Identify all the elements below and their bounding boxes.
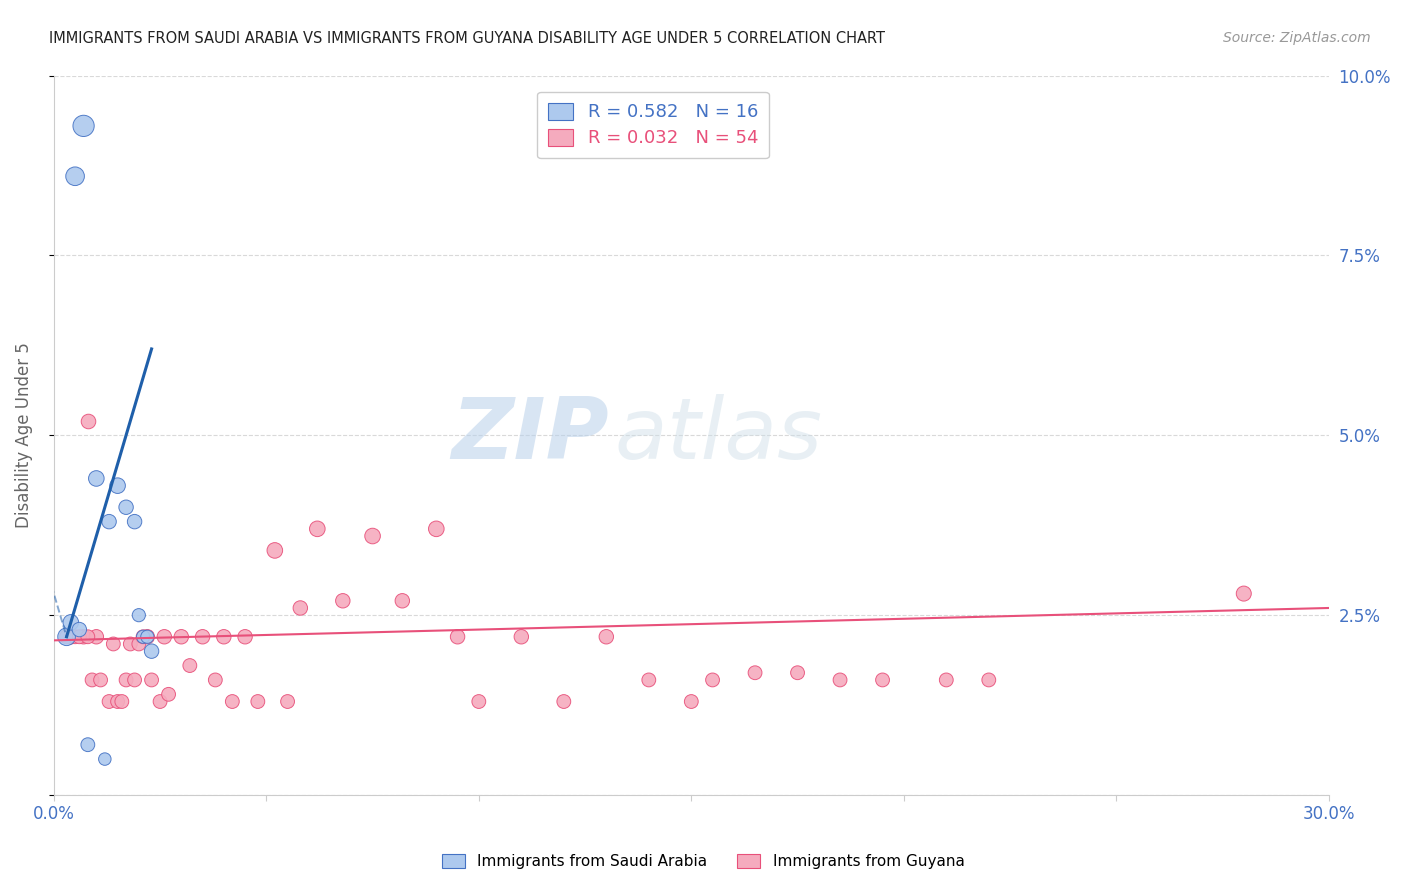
Text: Source: ZipAtlas.com: Source: ZipAtlas.com	[1223, 31, 1371, 45]
Point	[681, 694, 703, 708]
Point	[307, 522, 329, 536]
Point	[332, 594, 354, 608]
Point	[63, 169, 86, 184]
Text: IMMIGRANTS FROM SAUDI ARABIA VS IMMIGRANTS FROM GUYANA DISABILITY AGE UNDER 5 CO: IMMIGRANTS FROM SAUDI ARABIA VS IMMIGRAN…	[49, 31, 886, 46]
Point	[179, 658, 201, 673]
Point	[233, 630, 256, 644]
Point	[170, 630, 193, 644]
Point	[98, 694, 121, 708]
Legend: Immigrants from Saudi Arabia, Immigrants from Guyana: Immigrants from Saudi Arabia, Immigrants…	[436, 848, 970, 875]
Point	[786, 665, 808, 680]
Point	[828, 673, 851, 687]
Point	[872, 673, 894, 687]
Point	[86, 471, 108, 485]
Point	[977, 673, 1000, 687]
Point	[510, 630, 533, 644]
Point	[67, 630, 90, 644]
Point	[124, 673, 146, 687]
Point	[153, 630, 176, 644]
Y-axis label: Disability Age Under 5: Disability Age Under 5	[15, 343, 32, 528]
Point	[59, 630, 82, 644]
Point	[157, 687, 180, 701]
Point	[136, 630, 159, 644]
Point	[149, 694, 172, 708]
Point	[76, 738, 98, 752]
Point	[120, 637, 142, 651]
Point	[1233, 586, 1256, 600]
Point	[637, 673, 659, 687]
Point	[391, 594, 413, 608]
Point	[204, 673, 226, 687]
Point	[425, 522, 447, 536]
Point	[55, 630, 77, 644]
Point	[72, 630, 94, 644]
Point	[115, 500, 138, 515]
Point	[263, 543, 285, 558]
Point	[277, 694, 299, 708]
Point	[59, 615, 82, 630]
Point	[107, 478, 129, 492]
Point	[72, 119, 94, 133]
Point	[191, 630, 214, 644]
Point	[128, 637, 150, 651]
Point	[103, 637, 125, 651]
Point	[136, 630, 159, 644]
Point	[111, 694, 134, 708]
Point	[86, 630, 108, 644]
Point	[90, 673, 112, 687]
Legend: R = 0.582   N = 16, R = 0.032   N = 54: R = 0.582 N = 16, R = 0.032 N = 54	[537, 92, 769, 158]
Point	[553, 694, 575, 708]
Point	[446, 630, 468, 644]
Point	[94, 752, 117, 766]
Point	[212, 630, 235, 644]
Point	[468, 694, 491, 708]
Point	[55, 630, 77, 644]
Point	[67, 623, 90, 637]
Point	[290, 601, 312, 615]
Point	[221, 694, 243, 708]
Point	[935, 673, 957, 687]
Point	[141, 644, 163, 658]
Point	[128, 608, 150, 623]
Text: ZIP: ZIP	[451, 393, 609, 477]
Point	[246, 694, 269, 708]
Point	[107, 694, 129, 708]
Point	[141, 673, 163, 687]
Point	[124, 515, 146, 529]
Text: atlas: atlas	[614, 393, 823, 477]
Point	[76, 414, 98, 428]
Point	[361, 529, 384, 543]
Point	[132, 630, 155, 644]
Point	[80, 673, 103, 687]
Point	[595, 630, 617, 644]
Point	[132, 630, 155, 644]
Point	[76, 630, 98, 644]
Point	[744, 665, 766, 680]
Point	[98, 515, 121, 529]
Point	[63, 630, 86, 644]
Point	[702, 673, 724, 687]
Point	[115, 673, 138, 687]
